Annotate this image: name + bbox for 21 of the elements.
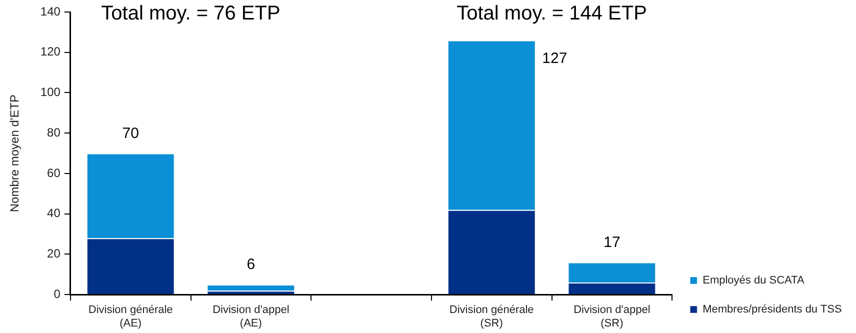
y-tick-label: 80	[47, 125, 61, 140]
total-label: 17	[604, 234, 620, 251]
legend-label: Membres/présidents du TSS	[702, 304, 842, 316]
y-tick-label: 0	[54, 286, 61, 301]
y-tick-label: 40	[47, 206, 61, 220]
total-label: 6	[246, 256, 256, 274]
y-tick-label: 120	[40, 44, 61, 59]
y-axis-title: Nombre moyen d'ETP	[8, 94, 22, 212]
x-tick-label: Division générale (SR)	[449, 304, 534, 330]
x-tick-label: Division d'appel (AE)	[212, 304, 290, 330]
x-tick-label: Division d'appel (SR)	[574, 304, 650, 330]
x-tick-label: Division générale (AE)	[88, 304, 173, 330]
total-label: 70	[122, 124, 139, 142]
annotation: Total moy. = 76 ETP	[101, 2, 280, 25]
y-tick-label: 60	[47, 166, 61, 180]
y-tick-label: 20	[47, 246, 61, 261]
annotation: Total moy. = 144 ETP	[456, 2, 647, 25]
legend-label: Employés du SCATA	[702, 274, 805, 287]
total-label: 127	[542, 50, 568, 67]
y-tick-label: 100	[40, 85, 61, 100]
y-tick-label: 140	[40, 4, 61, 18]
